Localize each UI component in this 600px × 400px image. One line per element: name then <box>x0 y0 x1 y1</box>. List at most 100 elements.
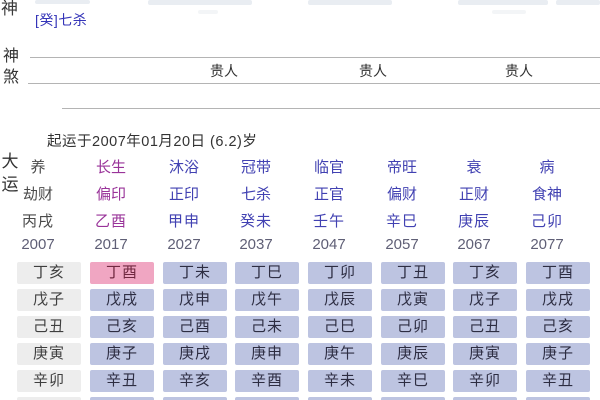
dayun-pillar: 丙戌 <box>21 213 54 230</box>
dayun-column-2077[interactable]: 病食神己卯 2077 丁酉戊戌己亥庚子辛丑 <box>515 156 590 400</box>
dayun-pillar: 甲申 <box>167 213 200 230</box>
liunian-cell[interactable] <box>90 397 154 400</box>
liunian-cell[interactable]: 庚午 <box>308 343 372 365</box>
clipped-row-fragment <box>458 0 548 5</box>
liunian-cell[interactable]: 辛卯 <box>17 370 81 392</box>
clipped-row-fragment <box>556 0 600 5</box>
dayun-pillar: 癸未 <box>239 213 272 230</box>
luck-start-text: 起运于2007年01月20日 (6.2)岁 <box>47 134 258 150</box>
dayun-pillar: 己卯 <box>530 213 563 230</box>
dayun-pillar: 壬午 <box>312 213 345 230</box>
liunian-cell[interactable] <box>308 397 372 400</box>
dayun-column-2017[interactable]: 长生偏印乙酉 2017 丁酉戊戌己亥庚子辛丑 <box>79 156 154 400</box>
dayun-stage: 长生 <box>95 159 126 176</box>
liunian-cell[interactable]: 己丑 <box>17 316 81 338</box>
dayun-section-label: 大 运 <box>1 152 19 194</box>
dayun-year: 2017 <box>94 236 128 253</box>
liunian-cell[interactable]: 己卯 <box>381 316 445 338</box>
liunian-cell[interactable]: 辛未 <box>308 370 372 392</box>
dayun-year: 2007 <box>21 236 55 253</box>
clipped-row-fragment <box>492 10 526 14</box>
divider-line <box>62 108 600 109</box>
liunian-cell[interactable]: 丁卯 <box>308 262 372 284</box>
liunian-cell[interactable]: 丁亥 <box>453 262 517 284</box>
liunian-cell[interactable]: 丁丑 <box>381 262 445 284</box>
liunian-cell[interactable] <box>453 397 517 400</box>
dayun-stage: 帝旺 <box>386 159 417 176</box>
clipped-row-fragment <box>308 0 392 5</box>
dayun-year: 2037 <box>239 236 273 253</box>
dayun-stage: 冠带 <box>240 159 271 176</box>
liunian-cell[interactable]: 庚寅 <box>453 343 517 365</box>
liunian-cell[interactable]: 丁未 <box>163 262 227 284</box>
clipped-row-fragment <box>148 0 252 5</box>
dayun-god: 正官 <box>313 186 344 203</box>
liunian-cell[interactable]: 丁酉 <box>90 262 154 284</box>
shensha-guiren-badge: 贵人 <box>505 63 533 79</box>
liunian-cell[interactable]: 庚子 <box>526 343 590 365</box>
liunian-cell[interactable]: 辛卯 <box>453 370 517 392</box>
dayun-year: 2077 <box>530 236 564 253</box>
dayun-year: 2027 <box>167 236 201 253</box>
dayun-column-2047[interactable]: 临官 正官 壬午 2047 丁卯 戊辰 己巳 庚午 辛未 <box>297 156 372 400</box>
liunian-cell[interactable]: 戊戌 <box>526 289 590 311</box>
dayun-column-2067[interactable]: 衰正财庚辰 2067 丁亥戊子己丑庚寅辛卯 <box>442 156 517 400</box>
liunian-cell[interactable]: 戊戌 <box>90 289 154 311</box>
divider-line <box>30 57 600 58</box>
dayun-stage: 病 <box>539 159 555 176</box>
liunian-cell[interactable]: 丁亥 <box>17 262 81 284</box>
liunian-cell[interactable]: 己巳 <box>308 316 372 338</box>
liunian-cell[interactable]: 辛巳 <box>381 370 445 392</box>
liunian-cell[interactable]: 辛丑 <box>526 370 590 392</box>
liunian-cell[interactable]: 庚申 <box>235 343 299 365</box>
liunian-cell[interactable]: 己亥 <box>526 316 590 338</box>
liunian-cell[interactable]: 己未 <box>235 316 299 338</box>
dayun-stage: 养 <box>30 159 46 176</box>
liunian-cell[interactable] <box>17 397 81 400</box>
liunian-cell[interactable]: 丁酉 <box>526 262 590 284</box>
dayun-stage: 衰 <box>466 159 482 176</box>
dayun-god: 食神 <box>531 186 562 203</box>
shensha-section-label: 神 煞 <box>2 48 19 86</box>
liunian-cell[interactable]: 庚子 <box>90 343 154 365</box>
dayun-pillar: 庚辰 <box>457 213 490 230</box>
dayun-column-2007[interactable]: 养劫财丙戌 2007 丁亥戊子己丑庚寅辛卯 <box>6 156 81 400</box>
dayun-column-2027[interactable]: 沐浴正印甲申 2027 丁未戊申己酉庚戌辛亥 <box>152 156 227 400</box>
clipped-row-fragment <box>198 10 218 14</box>
dayun-column-2057[interactable]: 帝旺 偏财 辛巳 2057 丁丑 戊寅 己卯 庚辰 辛巳 <box>370 156 445 400</box>
dayun-pillar: 辛巳 <box>385 213 418 230</box>
liunian-cell[interactable]: 庚戌 <box>163 343 227 365</box>
liunian-cell[interactable]: 辛丑 <box>90 370 154 392</box>
dayun-god: 劫财 <box>22 186 53 203</box>
dayun-year: 2067 <box>457 236 491 253</box>
liunian-cell[interactable]: 辛亥 <box>163 370 227 392</box>
liunian-cell[interactable]: 戊午 <box>235 289 299 311</box>
liunian-cell[interactable]: 戊子 <box>17 289 81 311</box>
liunian-cell[interactable]: 戊寅 <box>381 289 445 311</box>
dayun-god: 偏印 <box>95 186 126 203</box>
dayun-year: 2057 <box>385 236 419 253</box>
dayun-god: 正印 <box>168 186 199 203</box>
liunian-cell[interactable]: 己酉 <box>163 316 227 338</box>
liunian-cell[interactable]: 己丑 <box>453 316 517 338</box>
dayun-god: 正财 <box>458 186 489 203</box>
dayun-pillar: 乙酉 <box>94 213 127 230</box>
liunian-cell[interactable]: 辛酉 <box>235 370 299 392</box>
dayun-column-2037[interactable]: 冠带七杀癸未 2037 丁巳戊午己未庚申辛酉 <box>224 156 299 400</box>
dayun-stage: 沐浴 <box>168 159 199 176</box>
liunian-cell[interactable]: 丁巳 <box>235 262 299 284</box>
clipped-row-fragment <box>35 0 90 4</box>
liunian-cell[interactable]: 戊辰 <box>308 289 372 311</box>
dayun-god: 七杀 <box>240 186 271 203</box>
liunian-cell[interactable] <box>163 397 227 400</box>
dayun-stage: 临官 <box>313 159 344 176</box>
liunian-cell[interactable] <box>235 397 299 400</box>
liunian-cell[interactable]: 庚辰 <box>381 343 445 365</box>
liunian-cell[interactable]: 戊子 <box>453 289 517 311</box>
liunian-cell[interactable]: 戊申 <box>163 289 227 311</box>
liunian-cell[interactable] <box>526 397 590 400</box>
liunian-cell[interactable]: 己亥 <box>90 316 154 338</box>
liunian-cell[interactable]: 庚寅 <box>17 343 81 365</box>
liunian-cell[interactable] <box>381 397 445 400</box>
